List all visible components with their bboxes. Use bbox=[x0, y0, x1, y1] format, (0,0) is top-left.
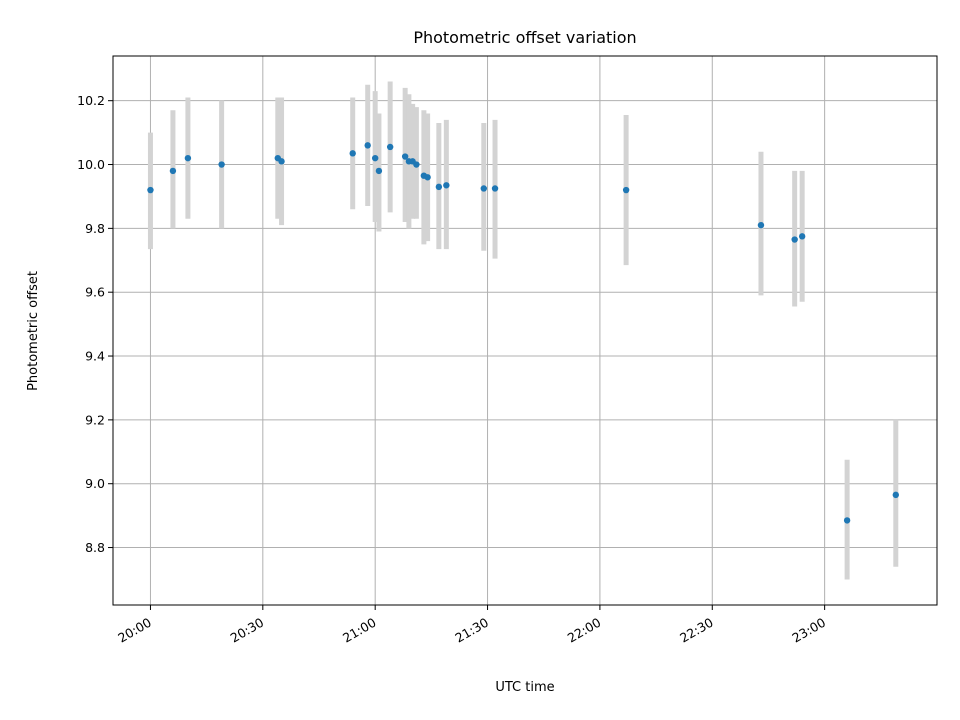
data-point bbox=[757, 221, 765, 229]
data-point bbox=[364, 142, 371, 149]
y-tick-label: 9.6 bbox=[85, 285, 105, 300]
y-tick-label: 10.0 bbox=[77, 157, 105, 172]
data-point bbox=[371, 154, 379, 162]
y-tick-label: 9.8 bbox=[85, 221, 105, 236]
data-point bbox=[480, 185, 487, 192]
data-point bbox=[218, 161, 225, 168]
data-point bbox=[147, 186, 154, 194]
data-point bbox=[443, 182, 450, 189]
y-tick-label: 9.2 bbox=[85, 412, 105, 427]
data-point bbox=[184, 154, 192, 162]
y-tick-label: 9.4 bbox=[85, 349, 105, 364]
data-point bbox=[169, 167, 177, 175]
data-point bbox=[349, 150, 356, 157]
data-point bbox=[278, 158, 285, 165]
data-point bbox=[401, 153, 409, 160]
data-point bbox=[491, 185, 499, 192]
y-tick-label: 10.2 bbox=[77, 93, 105, 108]
data-point bbox=[843, 517, 851, 524]
y-tick-label: 9.0 bbox=[85, 476, 105, 491]
plot-frame bbox=[112, 55, 938, 606]
y-axis-label: Photometric offset bbox=[26, 271, 41, 391]
y-tick-label: 8.8 bbox=[85, 540, 105, 555]
data-point bbox=[424, 174, 431, 181]
data-points bbox=[147, 142, 899, 524]
data-point bbox=[435, 183, 443, 191]
data-point bbox=[622, 186, 630, 194]
data-point bbox=[791, 236, 798, 243]
data-point bbox=[386, 143, 394, 151]
data-point bbox=[375, 167, 383, 175]
data-point bbox=[413, 161, 420, 168]
x-axis-label: UTC time bbox=[495, 680, 554, 695]
data-point bbox=[892, 491, 899, 499]
chart-title: Photometric offset variation bbox=[413, 28, 636, 47]
data-point bbox=[798, 233, 806, 240]
